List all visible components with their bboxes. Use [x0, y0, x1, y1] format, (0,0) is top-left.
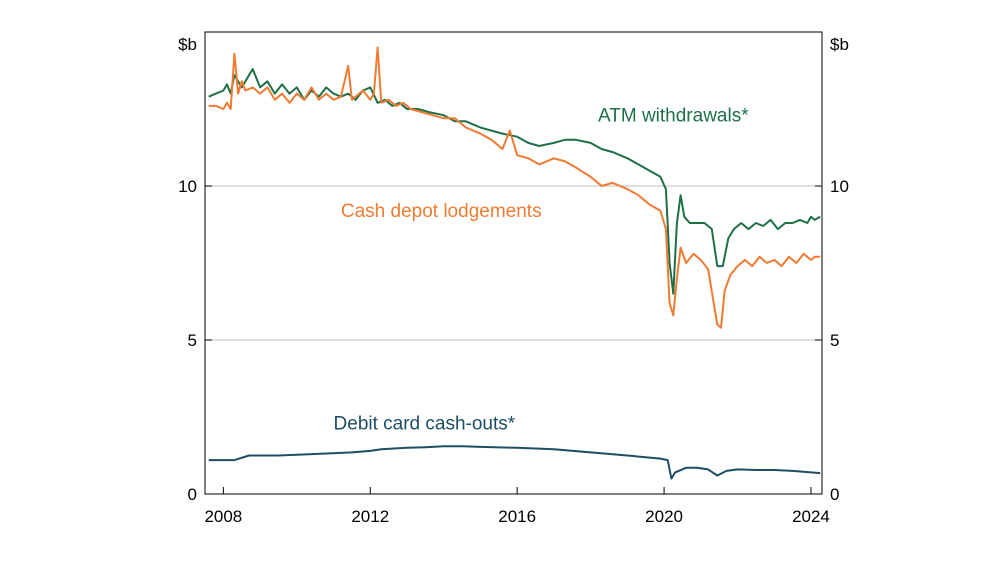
- x-tick-label: 2016: [498, 507, 536, 526]
- y-tick-label-right: 5: [830, 331, 839, 350]
- x-tick-label: 2012: [351, 507, 389, 526]
- y-tick-label-right: 10: [830, 177, 849, 196]
- x-tick-label: 2008: [204, 507, 242, 526]
- y-unit-right: $b: [830, 35, 849, 54]
- series-line-1: [208, 46, 821, 329]
- series-labels: ATM withdrawals* Cash depot lodgements Deb…: [334, 105, 750, 434]
- x-tick-label: 2024: [792, 507, 830, 526]
- tick-marks: [205, 185, 822, 495]
- y-tick-label-left: 10: [178, 177, 197, 196]
- x-tick-label: 2020: [645, 507, 683, 526]
- series-line-2: [208, 445, 821, 480]
- y-tick-label-left: 5: [188, 331, 197, 350]
- y-tick-label-right: 0: [830, 485, 839, 504]
- series-line-0: [208, 68, 821, 295]
- y-unit-left: $b: [178, 35, 197, 54]
- y-tick-label-left: 0: [188, 485, 197, 504]
- series-label-2: Debit card cash-outs*: [334, 413, 516, 434]
- series-lines: [208, 46, 821, 480]
- series-label-1: Cash depot lodgements: [341, 201, 542, 222]
- plot-frame: [204, 31, 823, 495]
- series-label-0: ATM withdrawals*: [598, 105, 749, 126]
- gridlines: [205, 185, 822, 341]
